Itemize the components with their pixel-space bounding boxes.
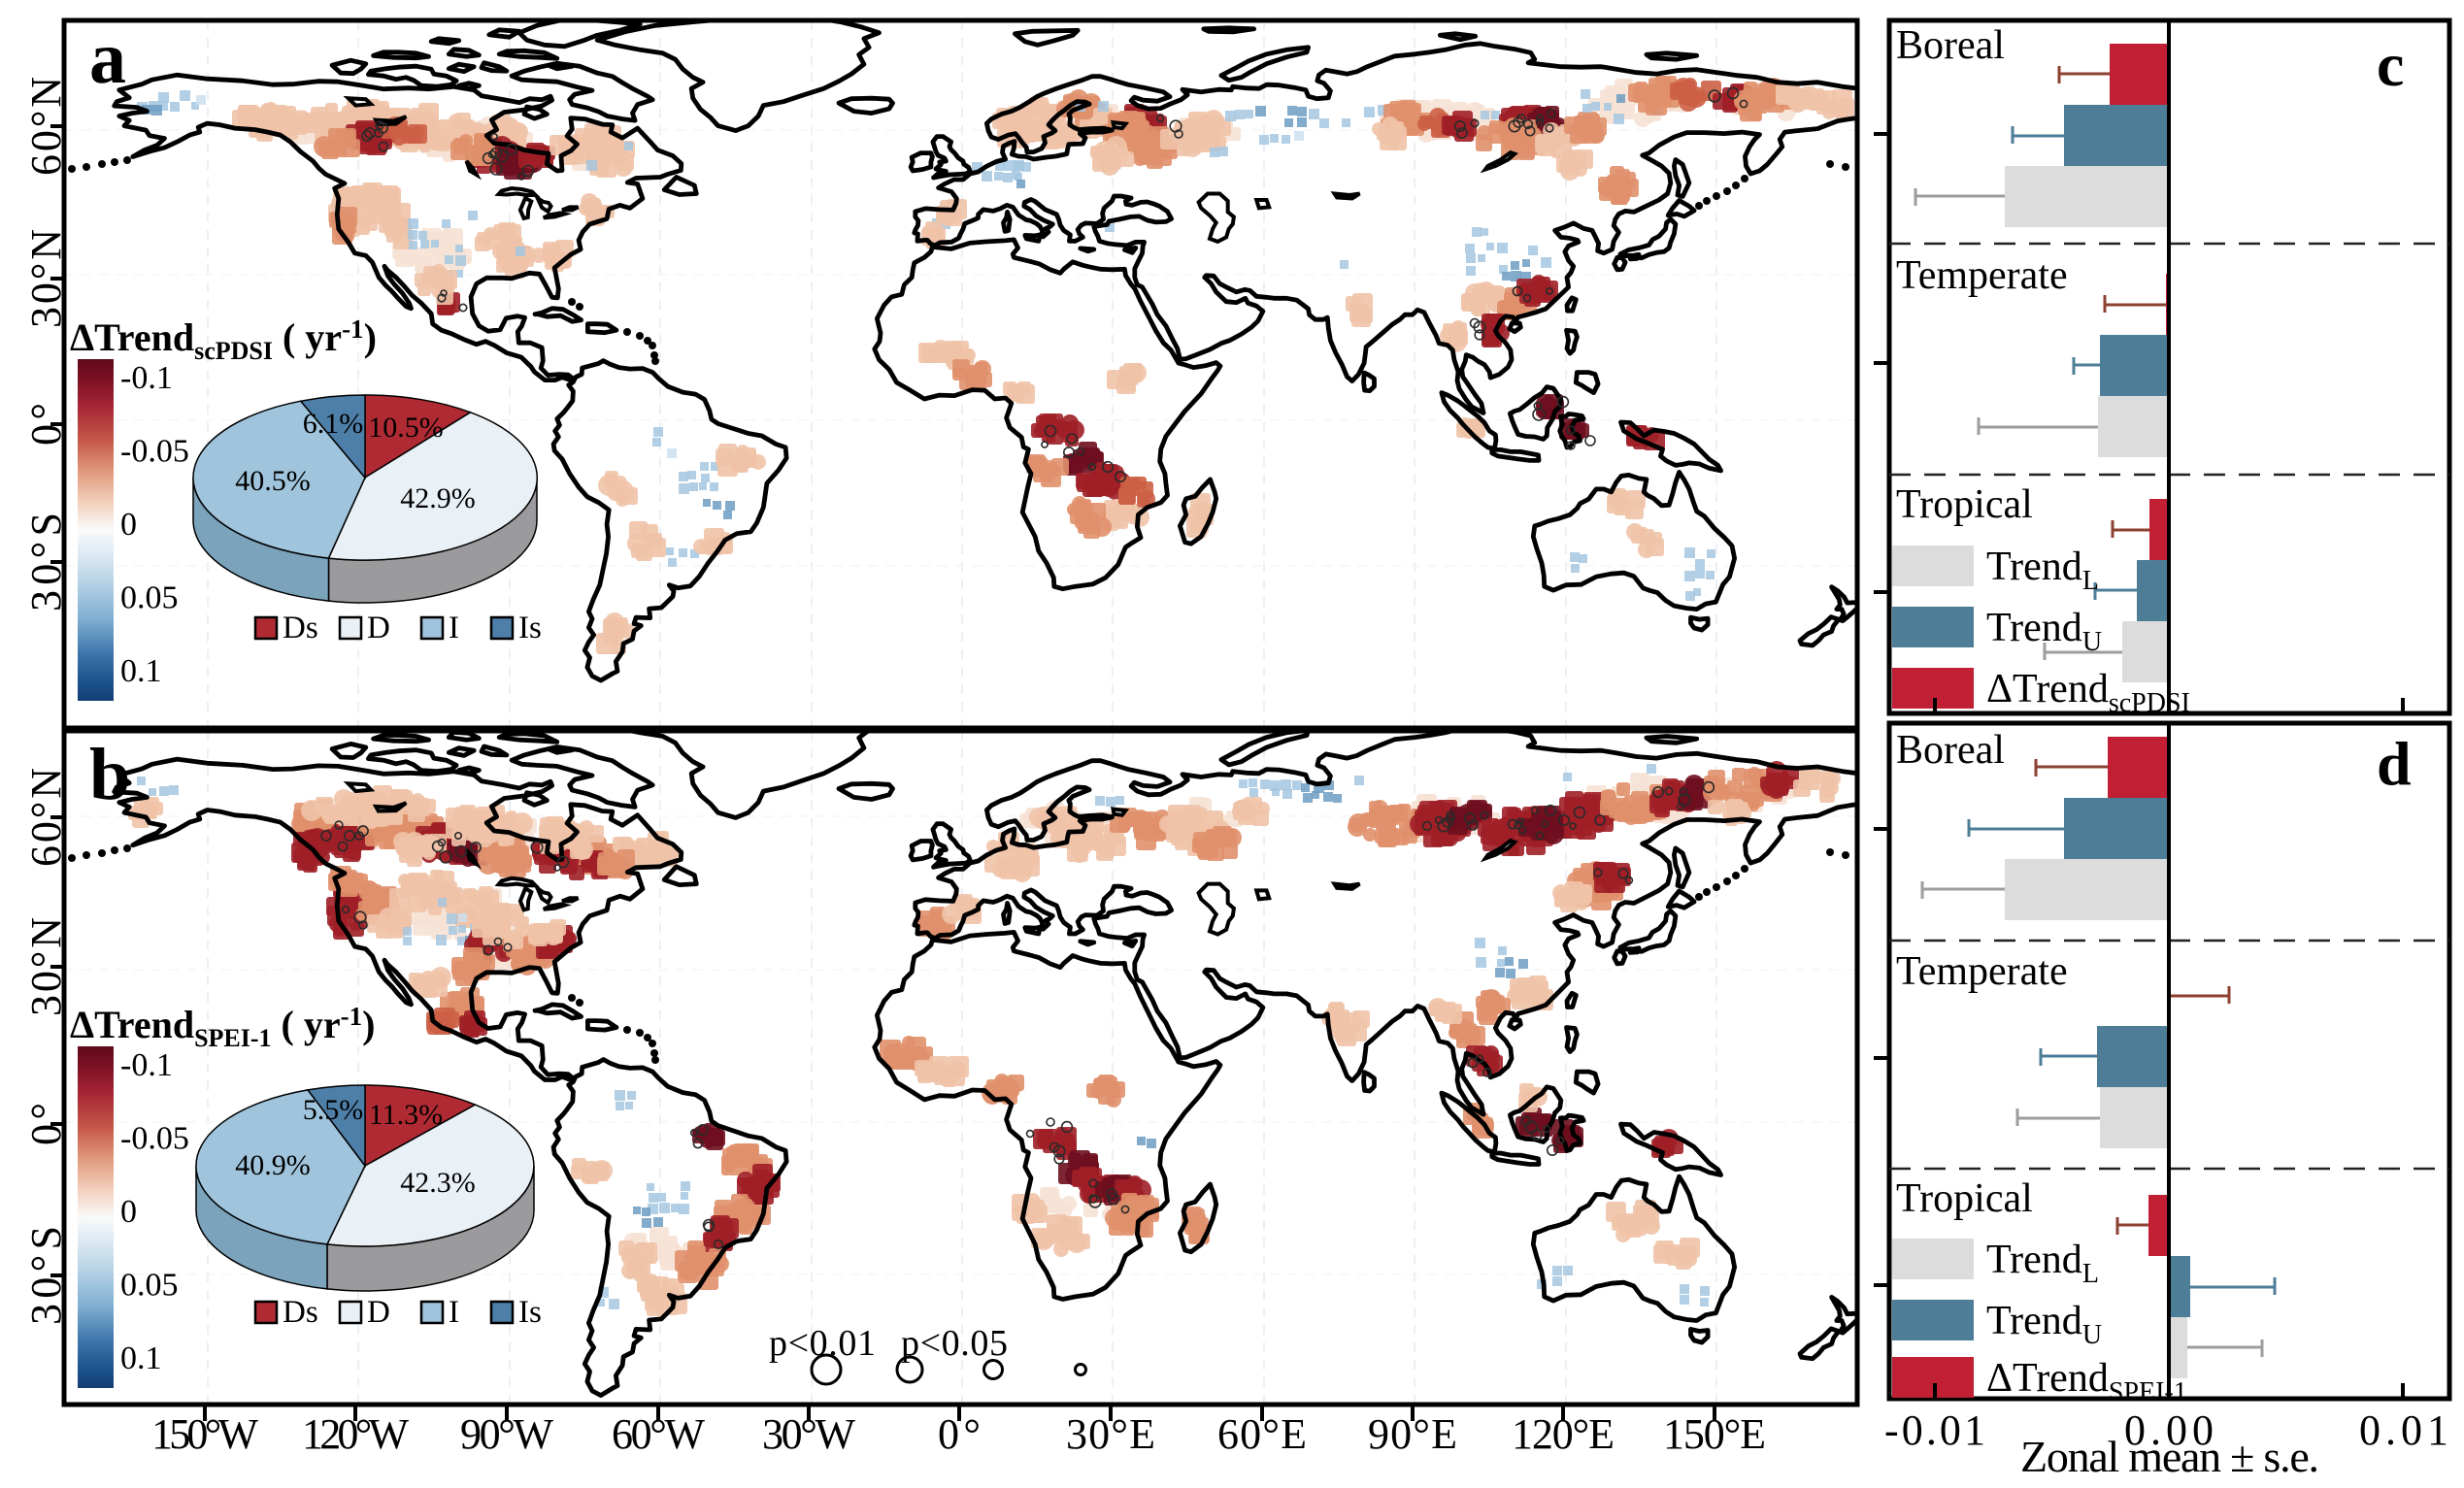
svg-text:30°W: 30°W <box>762 1410 855 1458</box>
svg-text:c: c <box>2377 30 2404 99</box>
svg-text:0.1: 0.1 <box>120 1340 162 1376</box>
svg-text:-0.1: -0.1 <box>120 1047 173 1083</box>
svg-text:150°E: 150°E <box>1663 1410 1766 1458</box>
svg-text:Ds: Ds <box>283 611 318 645</box>
svg-text:-0.01: -0.01 <box>1884 1406 1985 1454</box>
svg-text:0: 0 <box>120 1194 137 1230</box>
svg-text:0: 0 <box>120 507 137 543</box>
svg-text:TrendL: TrendL <box>1986 545 2099 596</box>
svg-text:a: a <box>89 17 126 99</box>
svg-text:Zonal mean ± s.e.: Zonal mean ± s.e. <box>2020 1432 2319 1481</box>
svg-text:0.1: 0.1 <box>120 653 162 689</box>
svg-text:p<0.01: p<0.01 <box>769 1323 876 1364</box>
svg-text:-0.05: -0.05 <box>120 434 189 470</box>
svg-text:Tropical: Tropical <box>1896 482 2033 527</box>
svg-text:30°E: 30°E <box>1066 1410 1155 1458</box>
svg-text:5.5%: 5.5% <box>303 1094 364 1126</box>
svg-text:40.5%: 40.5% <box>235 465 311 497</box>
svg-text:Tropical: Tropical <box>1896 1176 2033 1221</box>
svg-text:42.9%: 42.9% <box>400 482 476 514</box>
svg-text:I: I <box>449 1295 459 1330</box>
svg-text:120°E: 120°E <box>1512 1410 1615 1458</box>
svg-text:I: I <box>449 611 459 645</box>
svg-text:30°N: 30°N <box>22 229 70 328</box>
svg-text:-0.05: -0.05 <box>120 1121 189 1157</box>
svg-text:D: D <box>367 1295 390 1330</box>
svg-text:10.5%: 10.5% <box>368 412 444 444</box>
svg-text:11.3%: 11.3% <box>369 1099 443 1131</box>
svg-text:b: b <box>89 734 130 815</box>
svg-text:6.1%: 6.1% <box>303 408 364 440</box>
svg-text:60°W: 60°W <box>612 1410 705 1458</box>
svg-text:TrendL: TrendL <box>1986 1238 2099 1289</box>
svg-text:0.01: 0.01 <box>2359 1406 2448 1454</box>
svg-text:30°N: 30°N <box>22 917 70 1016</box>
svg-text:Boreal: Boreal <box>1896 23 2005 68</box>
svg-text:40.9%: 40.9% <box>235 1149 311 1181</box>
svg-text:p<0.05: p<0.05 <box>901 1323 1008 1364</box>
svg-text:Is: Is <box>518 611 542 645</box>
svg-text:90°W: 90°W <box>460 1410 553 1458</box>
svg-text:150°W: 150°W <box>151 1410 258 1458</box>
svg-text:0.00: 0.00 <box>2124 1406 2214 1454</box>
svg-text:Boreal: Boreal <box>1896 728 2005 773</box>
svg-text:D: D <box>367 611 390 645</box>
svg-text:42.3%: 42.3% <box>400 1167 476 1199</box>
svg-text:d: d <box>2377 729 2412 798</box>
svg-text:Temperate: Temperate <box>1896 949 2068 994</box>
svg-text:120°W: 120°W <box>302 1410 409 1458</box>
svg-text:60°N: 60°N <box>22 768 70 867</box>
svg-text:90°E: 90°E <box>1368 1410 1457 1458</box>
svg-text:0.05: 0.05 <box>120 1268 179 1304</box>
svg-text:Temperate: Temperate <box>1896 253 2068 298</box>
svg-text:0.05: 0.05 <box>120 580 179 616</box>
svg-text:Ds: Ds <box>283 1295 318 1330</box>
svg-text:60°E: 60°E <box>1217 1410 1307 1458</box>
svg-text:60°N: 60°N <box>22 77 70 176</box>
svg-text:-0.1: -0.1 <box>120 360 173 396</box>
svg-text:ΔTrendscPDSI ( yr-1): ΔTrendscPDSI ( yr-1) <box>70 314 377 365</box>
svg-text:Is: Is <box>518 1295 542 1330</box>
